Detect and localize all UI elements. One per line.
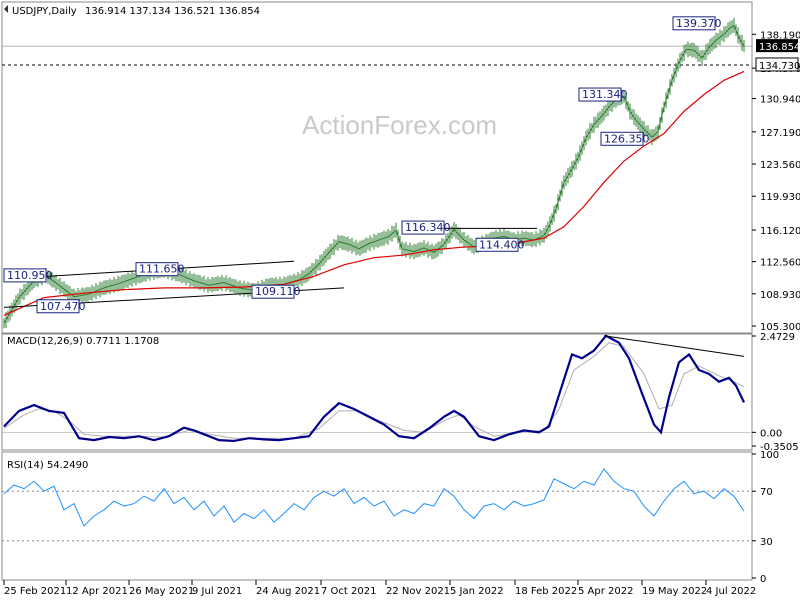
level-annotation-box bbox=[672, 16, 716, 31]
rsi-y-tick-label: 30 bbox=[760, 537, 773, 548]
x-tick-label: 5 Jan 2022 bbox=[450, 586, 504, 597]
ohlc-readout: 136.914 137.134 136.521 136.854 bbox=[85, 6, 260, 17]
x-tick-label: 26 May 2021 bbox=[129, 586, 194, 597]
level-annotation-box bbox=[578, 87, 622, 102]
price-y-tick-label: 130.940 bbox=[760, 95, 800, 106]
symbol-label: USDJPY,Daily bbox=[12, 6, 77, 17]
rsi-title: RSI(14) 54.2490 bbox=[7, 460, 88, 471]
moving-average-line bbox=[3, 70, 745, 316]
price-y-tick-label: 108.930 bbox=[760, 290, 800, 301]
rsi-line bbox=[3, 468, 745, 527]
rsi-panel-frame bbox=[1, 451, 753, 581]
price-panel-frame bbox=[1, 1, 753, 334]
x-tick-label: 18 Feb 2022 bbox=[515, 586, 577, 597]
level-annotation-box bbox=[600, 131, 644, 146]
x-tick-label: 24 Aug 2021 bbox=[256, 586, 320, 597]
macd-signal-line bbox=[3, 342, 745, 439]
level-annotation-label: 126.350 bbox=[604, 132, 650, 145]
level-annotation-box bbox=[36, 299, 80, 314]
current-price-box bbox=[756, 39, 798, 53]
level-annotation-box bbox=[135, 262, 179, 277]
price-y-tick-label: 105.300 bbox=[760, 322, 800, 333]
price-y-tick-label: 123.560 bbox=[760, 160, 800, 171]
level-price-label: 134.730 bbox=[759, 61, 800, 72]
level-annotation-label: 107.470 bbox=[40, 300, 86, 313]
chart-header: USDJPY,Daily 136.914 137.134 136.521 136… bbox=[4, 5, 260, 17]
macd-title: MACD(12,26,9) 0.7711 1.1708 bbox=[7, 336, 159, 347]
x-tick-label: 12 Apr 2021 bbox=[66, 586, 128, 597]
axis-layer: 138.190134.370130.940127.190123.560119.9… bbox=[3, 30, 800, 597]
watermark: ActionForex.com bbox=[302, 110, 497, 140]
level-annotation-label: 139.370 bbox=[676, 17, 722, 30]
level-price-box bbox=[755, 57, 799, 72]
price-y-tick-label: 127.190 bbox=[760, 128, 800, 139]
current-price-label: 136.854 bbox=[759, 42, 800, 53]
rsi-layer bbox=[2, 468, 752, 542]
level-annotation-box bbox=[401, 220, 445, 235]
rsi-y-tick-label: 70 bbox=[760, 487, 773, 498]
level-annotation-box bbox=[475, 237, 519, 252]
level-annotation-label: 114.400 bbox=[479, 238, 525, 251]
x-tick-label: 22 Nov 2021 bbox=[386, 586, 450, 597]
price-bars bbox=[3, 17, 745, 329]
macd-y-tick-label: -0.3505 bbox=[760, 442, 799, 453]
level-annotation-box bbox=[3, 268, 47, 283]
level-annotation-label: 109.110 bbox=[255, 285, 301, 298]
level-annotation-label: 131.340 bbox=[582, 88, 628, 101]
macd-layer bbox=[2, 334, 752, 443]
price-layer: 139.370 131.340 126.350 116.340 114.400 111.6… bbox=[2, 16, 752, 329]
price-y-tick-label: 112.560 bbox=[760, 258, 800, 269]
price-y-tick-label: 119.930 bbox=[760, 192, 800, 203]
x-tick-label: 9 Jul 2021 bbox=[192, 586, 242, 597]
x-tick-label: 4 Jul 2022 bbox=[706, 586, 756, 597]
price-y-tick-label: 138.190 bbox=[760, 30, 800, 41]
x-tick-label: 7 Oct 2021 bbox=[321, 586, 376, 597]
rsi-y-tick-label: 0 bbox=[760, 574, 766, 585]
macd-y-tick-label: 0.00 bbox=[760, 428, 782, 439]
level-annotation-box bbox=[251, 284, 295, 299]
macd-trendline bbox=[603, 335, 745, 357]
level-annotation-label: 110.950 bbox=[7, 269, 53, 282]
macd-line bbox=[3, 334, 745, 443]
macd-panel-frame bbox=[1, 333, 753, 451]
x-tick-label: 19 May 2022 bbox=[642, 586, 707, 597]
price-y-tick-label: 116.120 bbox=[760, 226, 800, 237]
macd-y-tick-label: 2.4729 bbox=[760, 332, 795, 343]
x-tick-label: 5 Apr 2022 bbox=[578, 586, 633, 597]
level-annotation-label: 116.340 bbox=[405, 221, 451, 234]
price-close-line bbox=[3, 24, 745, 324]
header-icon bbox=[4, 5, 8, 13]
rsi-y-tick-label: 100 bbox=[760, 450, 779, 461]
level-annotation-label: 111.650 bbox=[139, 263, 185, 276]
x-tick-label: 25 Feb 2021 bbox=[4, 586, 66, 597]
